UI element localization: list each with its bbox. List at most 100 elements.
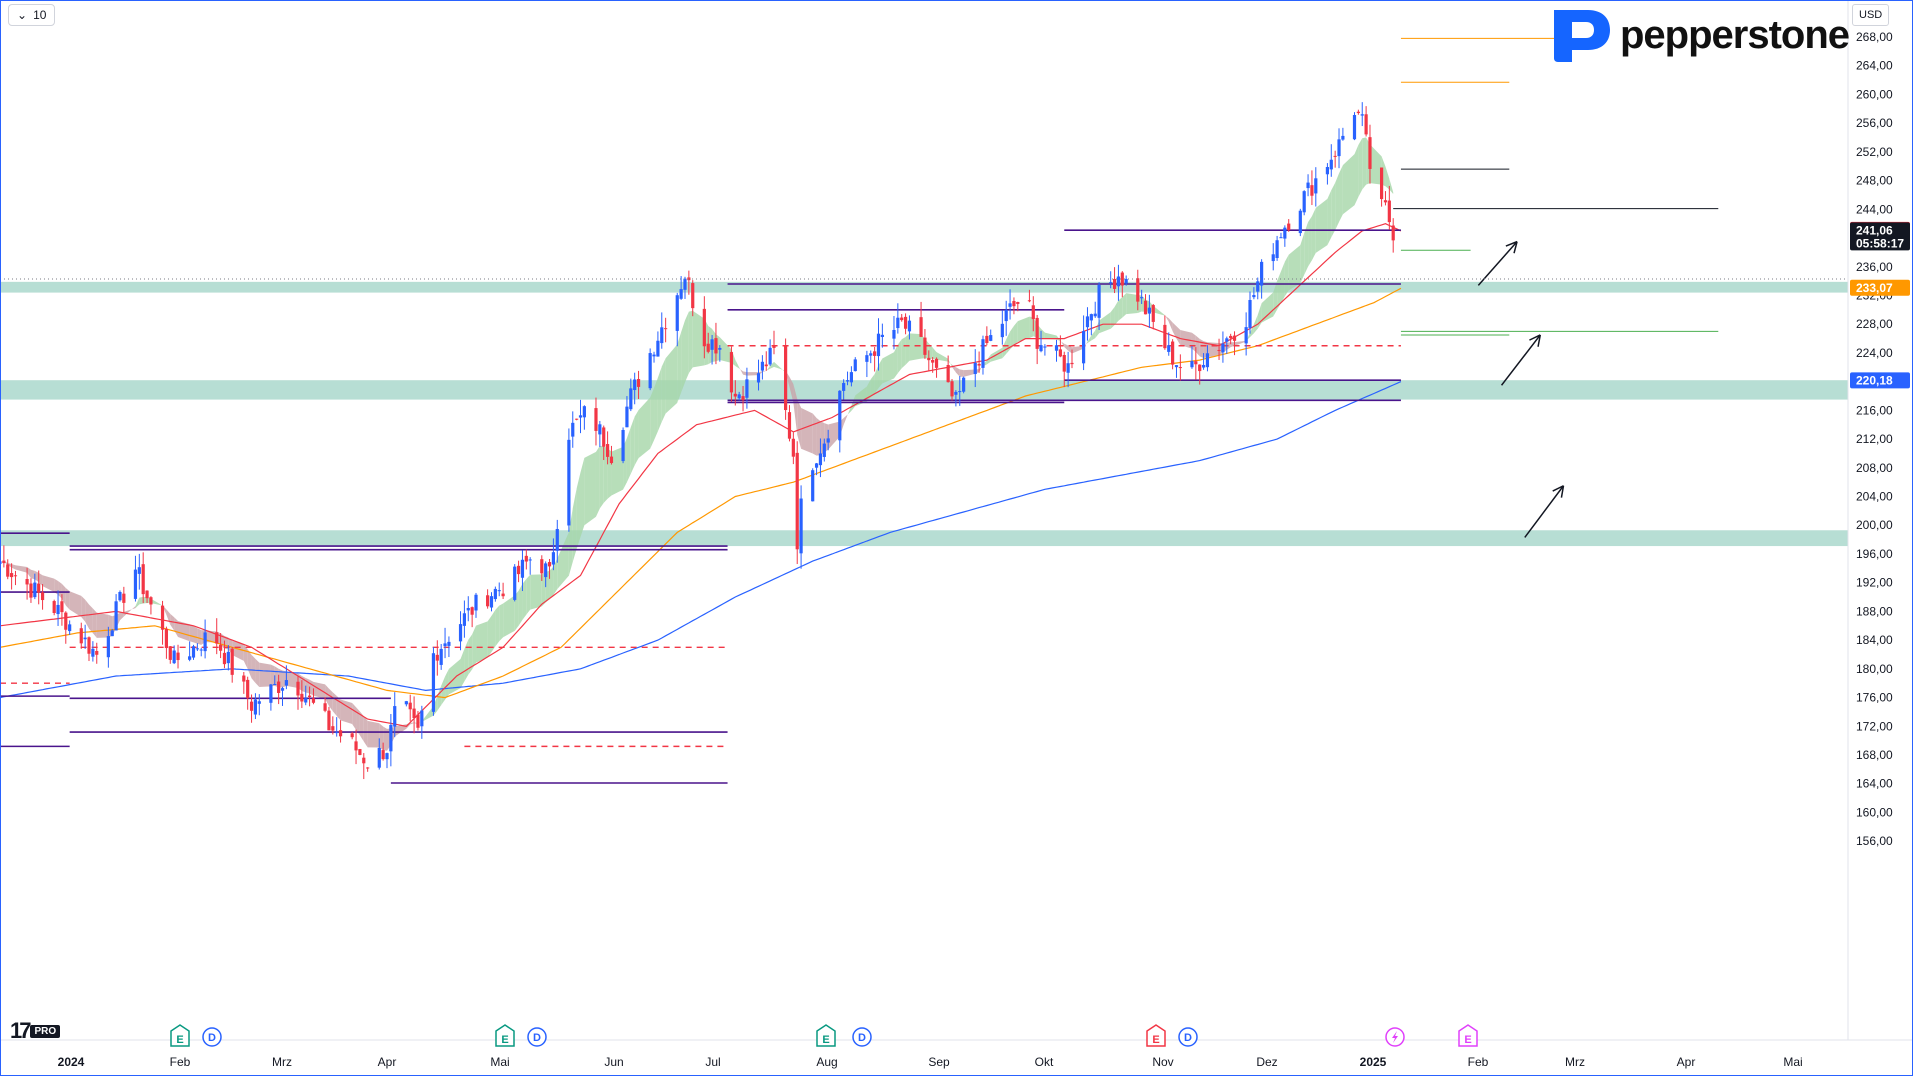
candle [354, 729, 358, 765]
candle [679, 276, 683, 300]
dividend-event-icon[interactable]: D [852, 1027, 872, 1047]
trend-ribbon-segment [1164, 315, 1169, 322]
candle [1043, 344, 1047, 356]
earnings-event-icon[interactable]: E [1146, 1024, 1166, 1047]
chevron-down-icon: ⌄ [17, 8, 28, 22]
support-zone [0, 281, 1848, 293]
candle [1279, 232, 1283, 239]
trend-ribbon-segment [936, 352, 949, 362]
candle [822, 438, 826, 462]
candle [474, 592, 478, 618]
candle [257, 694, 261, 716]
price-tick-label: 164,00 [1856, 777, 1893, 791]
trend-ribbon-segment [630, 416, 635, 474]
candle [605, 431, 610, 465]
trend-ribbon-segment [460, 648, 465, 689]
candle [226, 645, 230, 671]
candle [1314, 167, 1318, 207]
trend-ribbon-segment [166, 609, 171, 625]
arrow-up-icon[interactable] [1500, 334, 1541, 386]
candle [1205, 345, 1210, 372]
arrow-up-icon[interactable] [1477, 240, 1518, 286]
candle [323, 697, 327, 713]
candle [1248, 291, 1252, 334]
candle [230, 647, 234, 683]
price-tick-label: 244,00 [1856, 202, 1893, 216]
candle [594, 397, 598, 446]
trend-ribbon-segment [1311, 207, 1316, 261]
candle [87, 636, 91, 662]
trend-ribbon-segment [143, 596, 148, 604]
trend-ribbon-segment [576, 472, 581, 549]
candle [710, 334, 714, 365]
candle [172, 645, 176, 665]
trend-ribbon-segment [491, 609, 496, 653]
dividend-event-icon[interactable]: D [202, 1027, 222, 1047]
candle [1116, 264, 1121, 301]
candle [362, 753, 366, 780]
candle [1054, 339, 1059, 362]
interval-selector[interactable]: ⌄ 10 [8, 4, 56, 26]
earnings-event-icon[interactable]: E [170, 1024, 190, 1047]
candle [791, 432, 795, 465]
candle [989, 329, 993, 342]
trend-ribbon-segment [383, 726, 387, 751]
earnings-event-icon[interactable]: E [816, 1024, 836, 1047]
trend-ribbon-segment [96, 612, 109, 638]
candle [466, 596, 470, 622]
trend-ribbon-segment [1315, 198, 1328, 253]
trend-ribbon-segment [445, 668, 449, 700]
trend-ribbon-segment [626, 427, 631, 483]
candle [718, 345, 722, 362]
currency-selector[interactable]: USD [1852, 4, 1890, 26]
trend-ribbon-segment [549, 566, 554, 600]
candle [1143, 294, 1148, 315]
price-tick-label: 208,00 [1856, 461, 1893, 475]
trend-ribbon-segment [572, 488, 577, 562]
svg-text:E: E [1464, 1034, 1471, 1046]
trend-ribbon-segment [1389, 178, 1394, 195]
candle [280, 686, 285, 706]
tradingview-logo[interactable]: 17 PRO [10, 1018, 61, 1044]
trend-ribbon-segment [677, 332, 682, 403]
trend-ribbon-segment [65, 587, 70, 610]
candle [137, 553, 141, 590]
trend-ribbon-segment [328, 688, 333, 712]
candle [714, 322, 718, 365]
trend-ribbon-segment [1234, 340, 1247, 346]
candle [1031, 296, 1035, 332]
trend-ribbon-segment [1017, 316, 1030, 342]
candle [814, 462, 819, 476]
candle [636, 370, 641, 399]
trend-ribbon-segment [69, 591, 82, 618]
candle [811, 468, 815, 502]
trend-ribbon-segment [793, 384, 798, 435]
price-tick-label: 160,00 [1856, 805, 1893, 819]
trend-ribbon-segment [367, 720, 380, 748]
candle [83, 624, 87, 649]
price-tag[interactable]: 233,07 [1850, 279, 1910, 296]
svg-text:D: D [858, 1032, 866, 1044]
trend-ribbon-segment [85, 599, 90, 629]
candle [1027, 289, 1032, 303]
trend-ribbon-segment [797, 398, 802, 449]
dividend-event-icon[interactable]: D [527, 1027, 547, 1047]
candle [393, 692, 397, 738]
candle [381, 742, 385, 761]
candle [385, 752, 389, 769]
trend-ribbon-segment [1257, 303, 1262, 329]
candle [621, 427, 625, 464]
candle [253, 693, 258, 720]
price-tag[interactable]: 220,18 [1850, 372, 1910, 389]
price-axis-panel[interactable] [1848, 0, 1913, 1040]
dividend-event-icon[interactable]: D [1178, 1027, 1198, 1047]
arrow-up-icon[interactable] [1524, 485, 1565, 538]
earnings-event-icon[interactable]: E [495, 1024, 515, 1047]
split-event-icon[interactable] [1385, 1027, 1405, 1047]
earnings-event-icon[interactable]: E [1458, 1024, 1478, 1047]
trend-ribbon-segment [541, 571, 546, 607]
time-tick-label: Jul [705, 1055, 720, 1069]
